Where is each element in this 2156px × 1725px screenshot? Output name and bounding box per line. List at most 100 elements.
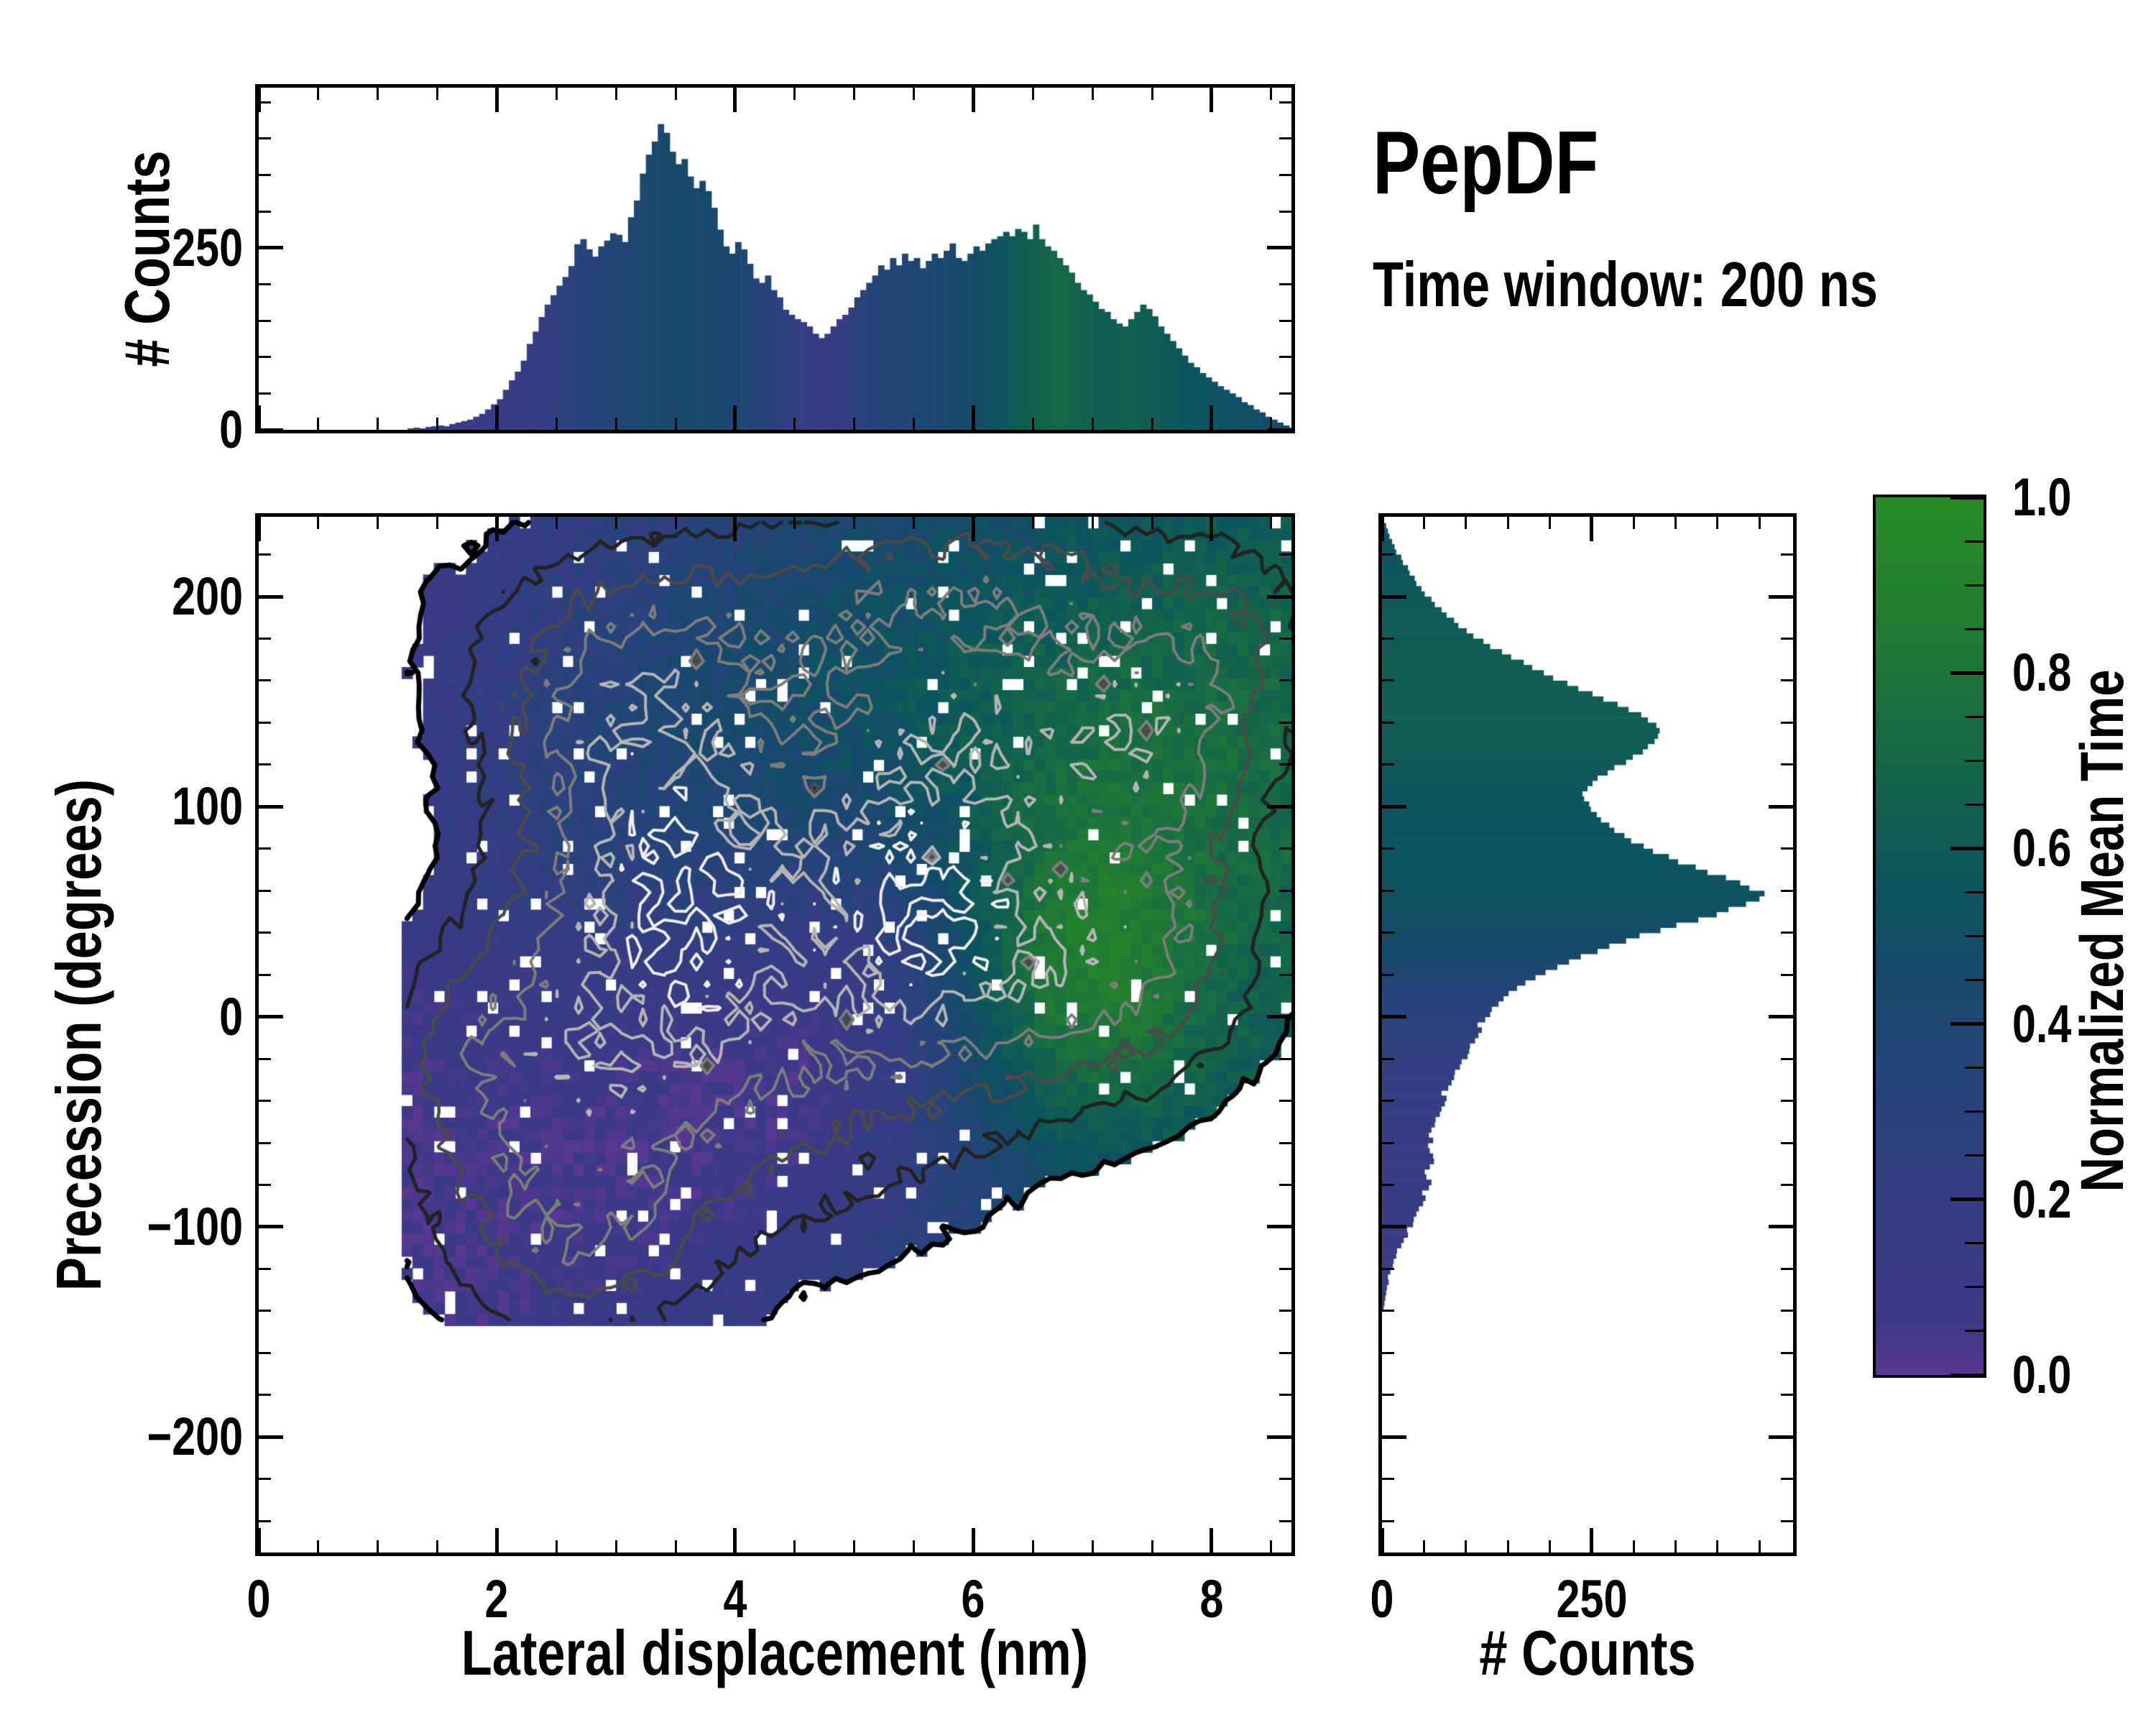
tick-mark (1950, 1197, 1984, 1202)
tick-mark (1279, 356, 1291, 359)
tick-mark (1769, 804, 1793, 809)
tick-label: 0 (1370, 1569, 1394, 1629)
tick-mark (1279, 137, 1291, 140)
tick-label: 250 (1556, 1569, 1628, 1629)
tick-mark (259, 932, 271, 934)
tick-mark (1031, 517, 1034, 529)
tick-mark (1382, 1351, 1394, 1354)
tick-mark (1382, 1100, 1394, 1103)
top-histogram-canvas (259, 88, 1291, 430)
tick-mark (1382, 1310, 1394, 1312)
joint-heatmap-panel (255, 513, 1295, 1556)
tick-mark (1382, 594, 1406, 599)
tick-label: 0 (219, 400, 243, 459)
tick-mark (1674, 1540, 1677, 1552)
tick-mark (1769, 594, 1793, 599)
tick-mark (259, 1141, 271, 1144)
tick-mark (259, 1394, 271, 1397)
tick-mark (1965, 540, 1984, 543)
tick-label: 250 (172, 217, 243, 277)
tick-mark (1279, 932, 1291, 934)
tick-mark (733, 88, 737, 112)
tick-mark (1382, 763, 1394, 766)
tick-mark (1210, 517, 1214, 541)
tick-mark (1781, 1100, 1793, 1103)
tick-mark (1279, 392, 1291, 395)
tick-mark (1382, 932, 1394, 934)
tick-mark (1965, 1154, 1984, 1157)
tick-mark (259, 356, 271, 359)
tick-mark (377, 1540, 379, 1552)
tick-mark (1382, 1519, 1394, 1522)
tick-mark (257, 517, 261, 541)
tick-mark (1950, 495, 1984, 500)
tick-label: 200 (172, 566, 243, 627)
tick-mark (1965, 1286, 1984, 1289)
tick-mark (1279, 973, 1291, 976)
tick-mark (1674, 517, 1677, 529)
tick-mark (1781, 1394, 1793, 1397)
tick-mark (1279, 847, 1291, 850)
tick-mark (1781, 638, 1793, 640)
tick-mark (436, 88, 439, 100)
tick-mark (1279, 679, 1291, 682)
tick-mark (1548, 1540, 1551, 1552)
tick-label: 0.0 (2012, 1345, 2072, 1404)
tick-mark (733, 1528, 737, 1552)
tick-mark (555, 517, 558, 529)
tick-mark (1031, 418, 1034, 430)
tick-mark (1279, 174, 1291, 177)
tick-mark (1382, 1435, 1406, 1439)
tick-mark (614, 418, 617, 430)
tick-mark (1382, 889, 1394, 892)
tick-mark (1267, 246, 1291, 250)
tick-mark (1422, 517, 1425, 529)
tick-mark (1781, 1057, 1793, 1060)
tick-mark (259, 1351, 271, 1354)
right-histogram-canvas (1382, 517, 1793, 1552)
tick-mark (1151, 418, 1153, 430)
tick-mark (1506, 1540, 1509, 1552)
tick-mark (259, 1225, 283, 1229)
tick-label: 0.2 (2012, 1169, 2072, 1229)
tick-label: 100 (172, 776, 243, 837)
tick-mark (259, 721, 271, 724)
tick-mark (1965, 1330, 1984, 1333)
tick-mark (971, 88, 975, 112)
tick-mark (1465, 517, 1468, 529)
tick-mark (1279, 721, 1291, 724)
tick-mark (1548, 517, 1551, 529)
tick-mark (317, 1540, 320, 1552)
tick-mark (674, 1540, 677, 1552)
tick-mark (971, 405, 975, 430)
tick-label: 0 (247, 1569, 271, 1629)
tick-mark (1965, 1110, 1984, 1113)
figure-title-text: PepDF (1373, 114, 1599, 213)
tick-mark (614, 517, 617, 529)
tick-mark (259, 553, 271, 556)
tick-mark (614, 88, 617, 100)
tick-mark (1382, 1183, 1394, 1186)
colorbar-panel (1873, 494, 1986, 1378)
tick-mark (1965, 627, 1984, 630)
tick-mark (317, 88, 320, 100)
tick-mark (1590, 1528, 1594, 1552)
tick-mark (1091, 88, 1094, 100)
tick-mark (494, 88, 499, 112)
tick-mark (1506, 517, 1509, 529)
tick-mark (1965, 935, 1984, 937)
tick-mark (1210, 405, 1214, 430)
tick-mark (913, 418, 916, 430)
tick-mark (259, 1015, 283, 1019)
tick-mark (1965, 1067, 1984, 1070)
tick-mark (1965, 891, 1984, 893)
tick-mark (1267, 1435, 1291, 1439)
tick-mark (853, 418, 856, 430)
tick-mark (259, 392, 271, 395)
tick-mark (257, 1528, 261, 1552)
tick-mark (1950, 1022, 1984, 1026)
tick-mark (733, 517, 737, 541)
tick-mark (259, 679, 271, 682)
tick-mark (1965, 1242, 1984, 1245)
tick-mark (259, 638, 271, 640)
